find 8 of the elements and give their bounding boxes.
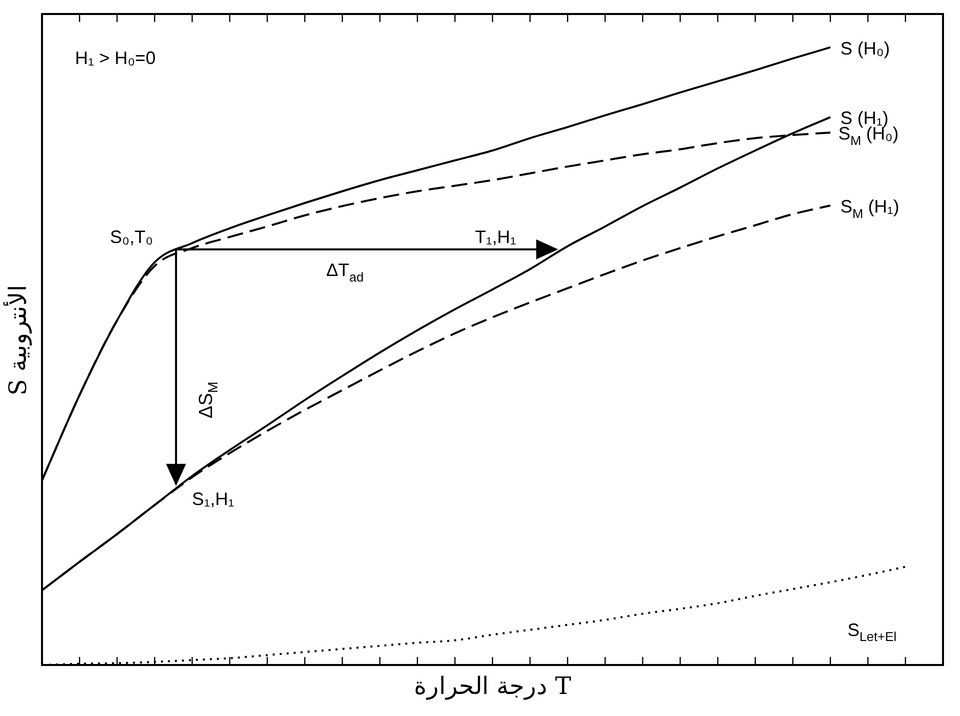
annotation: ΔSM bbox=[196, 382, 221, 418]
x-axis-title: درجة الحرارة T bbox=[412, 672, 572, 700]
annotation: H₁ > H₀=0 bbox=[75, 48, 156, 68]
annotation: S₀,T₀ bbox=[110, 227, 153, 247]
y-axis-title: S الأنتروبية bbox=[4, 284, 32, 396]
legend-label: S (H₀) bbox=[840, 38, 890, 58]
annotation: S₁,H₁ bbox=[192, 489, 234, 509]
annotation: T₁,H₁ bbox=[475, 227, 516, 247]
